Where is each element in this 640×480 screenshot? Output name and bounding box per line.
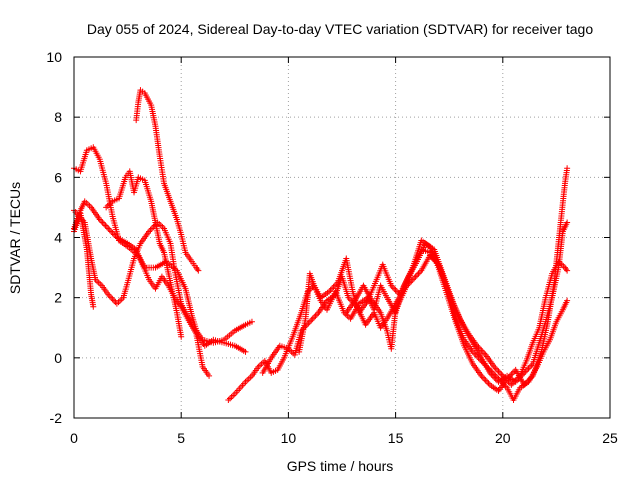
x-tick-label: 0 <box>70 430 78 446</box>
series-track-10 <box>343 165 571 394</box>
y-tick-label: 0 <box>54 350 62 366</box>
data-series-layer <box>71 87 571 403</box>
x-tick-label: 10 <box>281 430 297 446</box>
y-axis-label: SDTVAR / TECUs <box>7 182 23 294</box>
x-tick-label: 15 <box>388 430 404 446</box>
y-tick-label: -2 <box>50 410 63 426</box>
y-tick-label: 2 <box>54 290 62 306</box>
x-tick-label: 25 <box>602 430 618 446</box>
y-tick-label: 8 <box>54 109 62 125</box>
series-track-5 <box>103 168 185 340</box>
grid-lines <box>74 57 610 418</box>
series-track-9 <box>296 240 571 388</box>
chart-title: Day 055 of 2024, Sidereal Day-to-day VTE… <box>87 21 594 37</box>
x-tick-label: 5 <box>177 430 185 446</box>
y-tick-label: 10 <box>46 49 62 65</box>
series-markers <box>343 165 571 394</box>
series-markers <box>296 240 571 388</box>
series-markers <box>133 87 202 274</box>
axis-ticks: 0 5 10 15 20 25 -2 0 2 4 6 8 10 <box>46 49 618 446</box>
series-markers <box>103 168 185 340</box>
x-axis-label: GPS time / hours <box>287 458 394 474</box>
y-tick-label: 4 <box>54 230 62 246</box>
y-tick-label: 6 <box>54 169 62 185</box>
x-tick-label: 20 <box>495 430 511 446</box>
series-track-6 <box>133 87 202 274</box>
